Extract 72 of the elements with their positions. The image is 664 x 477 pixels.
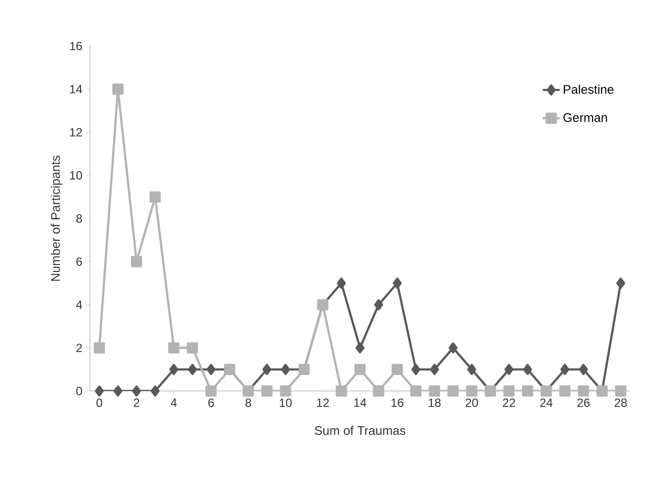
y-tick-label: 12 [70, 128, 82, 136]
point [113, 385, 122, 397]
point [150, 385, 160, 397]
point [373, 385, 384, 397]
point [560, 364, 570, 376]
y-tick-label: 10 [70, 171, 82, 180]
x-tick-label: 4 [170, 398, 177, 407]
x-tick-label: 10 [280, 398, 292, 407]
y-tick-label: 8 [76, 214, 82, 223]
point [186, 342, 198, 354]
point [466, 385, 478, 397]
point [411, 364, 420, 376]
point [261, 385, 273, 397]
point [559, 385, 570, 397]
x-tick-label: 16 [392, 398, 404, 407]
point [280, 385, 292, 397]
point [262, 364, 272, 376]
point [448, 342, 458, 354]
point [169, 364, 178, 376]
x-tick-label: 26 [577, 398, 590, 407]
point [150, 191, 161, 203]
point [615, 385, 626, 397]
point [354, 364, 366, 376]
point [206, 364, 216, 376]
x-tick-label: 8 [245, 398, 252, 407]
x-tick-label: 14 [354, 398, 366, 407]
point [430, 364, 439, 376]
point [130, 256, 142, 268]
x-axis-title: Sum of Traumas [314, 426, 406, 435]
point [356, 342, 364, 354]
point [94, 342, 105, 354]
x-tick-label: 18 [428, 398, 441, 407]
point [94, 385, 104, 397]
x-tick-label: 2 [134, 398, 140, 407]
point [374, 299, 384, 310]
legend-label: Palestine [564, 84, 614, 94]
point [578, 385, 590, 397]
point [112, 84, 124, 95]
point [132, 385, 142, 397]
legend-label: German [563, 113, 607, 122]
point [188, 364, 197, 376]
y-tick-label: 14 [70, 85, 82, 94]
x-tick-label: 20 [466, 398, 478, 407]
point [392, 278, 402, 289]
point [523, 364, 532, 376]
x-tick-label: 22 [502, 398, 516, 407]
point [578, 364, 588, 376]
y-tick-label: 2 [76, 344, 82, 352]
x-tick-label: 0 [96, 398, 102, 407]
y-tick-label: 4 [76, 300, 82, 309]
x-tick-label: 6 [208, 398, 214, 407]
x-tick-label: 24 [540, 398, 553, 407]
y-tick-label: 16 [70, 42, 82, 50]
point [336, 278, 346, 289]
point [392, 364, 403, 376]
point [336, 385, 347, 397]
point [503, 385, 515, 397]
y-tick-label: 0 [76, 386, 82, 396]
point [504, 364, 514, 376]
y-tick-label: 6 [76, 257, 82, 266]
point [428, 385, 440, 397]
point [410, 385, 422, 397]
point [522, 385, 534, 397]
x-tick-label: 12 [317, 398, 329, 407]
y-axis-title: Number of Participants [50, 156, 62, 281]
x-tick-label: 28 [614, 398, 627, 407]
point [467, 364, 476, 376]
point [168, 342, 180, 354]
point [281, 364, 290, 376]
point [205, 385, 217, 397]
point [616, 278, 626, 289]
point [448, 385, 459, 397]
